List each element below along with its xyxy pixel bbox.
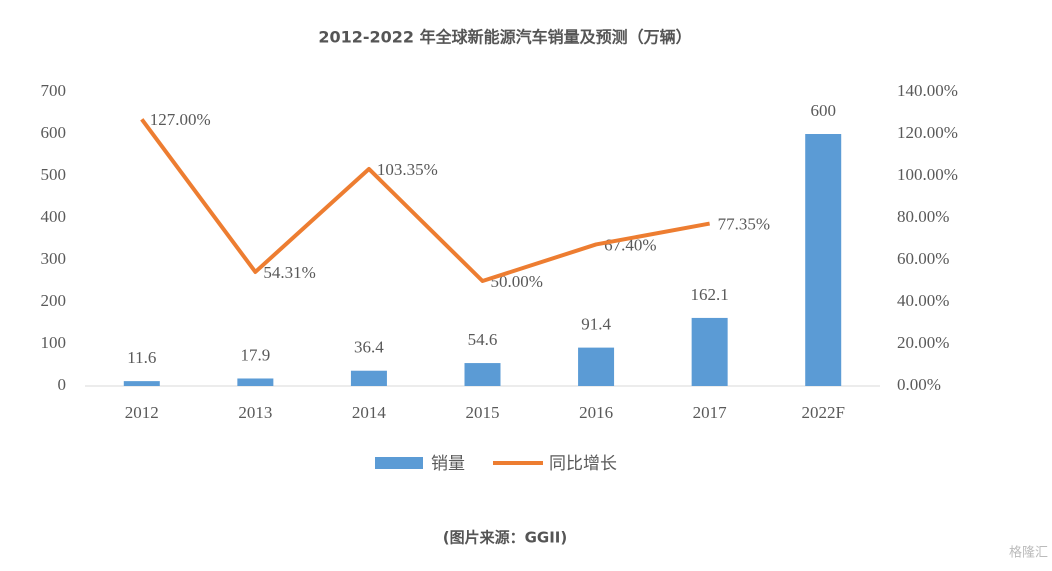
y2-tick-label: 80.00% bbox=[897, 207, 949, 226]
x-tick-label: 2017 bbox=[693, 403, 728, 422]
bar bbox=[578, 347, 615, 386]
y-tick-label: 100 bbox=[41, 333, 67, 352]
y2-tick-label: 120.00% bbox=[897, 123, 958, 142]
y2-tick-label: 40.00% bbox=[897, 291, 949, 310]
y-tick-label: 700 bbox=[41, 81, 67, 100]
bar bbox=[237, 378, 274, 386]
y-tick-label: 0 bbox=[58, 375, 67, 394]
y2-tick-label: 140.00% bbox=[897, 81, 958, 100]
chart-title: 2012-2022 年全球新能源汽车销量及预测（万辆） bbox=[318, 28, 691, 47]
watermark: 格隆汇 bbox=[1009, 545, 1048, 561]
x-tick-label: 2014 bbox=[352, 403, 387, 422]
bar bbox=[464, 363, 501, 386]
line-value-label: 103.35% bbox=[377, 160, 438, 179]
line-value-label: 50.00% bbox=[491, 272, 543, 291]
line-value-label: 77.35% bbox=[718, 214, 770, 233]
legend-label: 同比增长 bbox=[549, 454, 617, 474]
bar bbox=[691, 317, 728, 386]
y2-tick-label: 20.00% bbox=[897, 333, 949, 352]
x-tick-label: 2022F bbox=[801, 403, 844, 422]
bar-value-label: 54.6 bbox=[468, 330, 498, 349]
x-tick-label: 2013 bbox=[238, 403, 272, 422]
line-value-label: 127.00% bbox=[150, 110, 211, 129]
x-tick-label: 2016 bbox=[579, 403, 613, 422]
line-value-label: 54.31% bbox=[263, 263, 315, 282]
y-tick-label: 500 bbox=[41, 165, 67, 184]
bar-value-label: 91.4 bbox=[581, 315, 611, 334]
bar-value-label: 36.4 bbox=[354, 338, 384, 357]
legend-swatch bbox=[375, 457, 423, 469]
line bbox=[140, 118, 711, 283]
bar-value-label: 600 bbox=[810, 101, 836, 120]
legend-label: 销量 bbox=[431, 454, 465, 474]
y2-tick-label: 0.00% bbox=[897, 375, 941, 394]
x-tick-label: 2015 bbox=[466, 403, 500, 422]
bar bbox=[350, 370, 387, 386]
bar-value-label: 17.9 bbox=[240, 345, 270, 364]
y-tick-label: 300 bbox=[41, 249, 67, 268]
bar bbox=[805, 134, 842, 386]
y-tick-label: 200 bbox=[41, 291, 67, 310]
x-tick-label: 2012 bbox=[125, 403, 159, 422]
bar bbox=[123, 381, 160, 386]
y2-tick-label: 100.00% bbox=[897, 165, 958, 184]
y2-tick-label: 60.00% bbox=[897, 249, 949, 268]
source: (图片来源：GGII) bbox=[443, 529, 568, 547]
y-tick-label: 600 bbox=[41, 123, 67, 142]
bar-value-label: 11.6 bbox=[127, 348, 156, 367]
bar-value-label: 162.1 bbox=[691, 285, 729, 304]
y-tick-label: 400 bbox=[41, 207, 67, 226]
